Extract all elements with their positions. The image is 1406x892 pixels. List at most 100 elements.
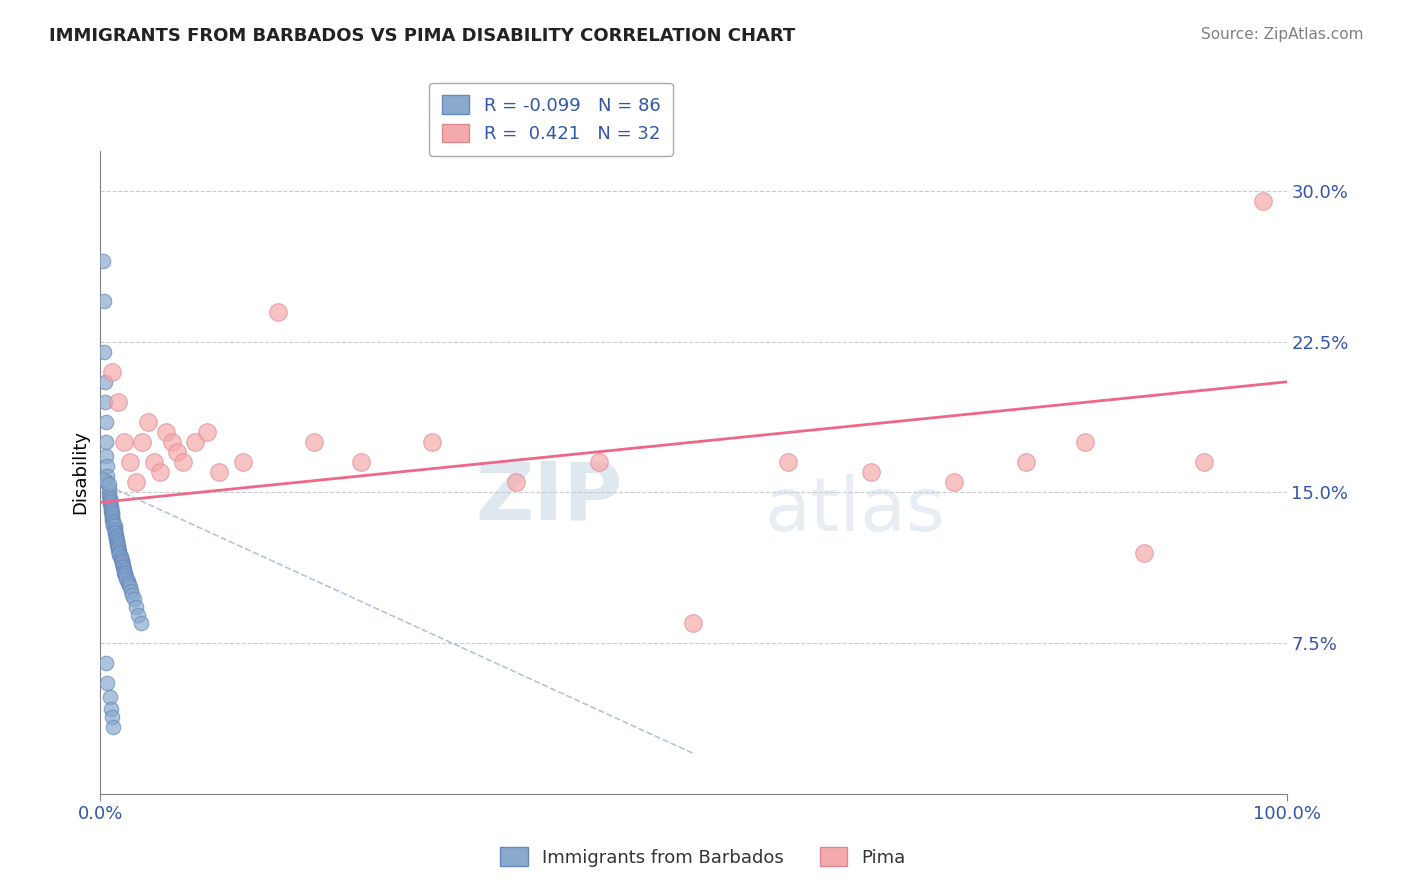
Point xyxy=(101,508,124,522)
Point xyxy=(112,435,135,450)
Point xyxy=(107,541,129,556)
Point xyxy=(103,521,125,535)
Point xyxy=(101,505,124,519)
Point xyxy=(121,588,143,602)
Point xyxy=(101,513,124,527)
Point xyxy=(96,475,118,490)
Point xyxy=(94,395,117,409)
Point xyxy=(111,558,134,572)
Point xyxy=(96,459,118,474)
Point xyxy=(103,720,125,734)
Point xyxy=(104,532,127,546)
Point xyxy=(93,294,115,309)
Point xyxy=(117,574,139,588)
Point xyxy=(112,562,135,576)
Point xyxy=(110,549,132,564)
Point xyxy=(98,491,121,506)
Point xyxy=(103,525,125,540)
Point xyxy=(111,556,134,570)
Point xyxy=(115,572,138,586)
Point xyxy=(98,690,121,705)
Point xyxy=(1074,435,1097,450)
Point xyxy=(93,473,115,487)
Point xyxy=(100,500,122,514)
Point xyxy=(96,656,118,670)
Point xyxy=(125,599,148,614)
Text: atlas: atlas xyxy=(765,475,946,548)
Point xyxy=(101,511,124,525)
Point xyxy=(96,415,118,429)
Point xyxy=(136,415,159,429)
Point xyxy=(91,254,114,268)
Point xyxy=(108,548,131,562)
Point xyxy=(100,501,122,516)
Point xyxy=(125,475,148,490)
Point xyxy=(1014,455,1036,469)
Point xyxy=(111,559,134,574)
Point xyxy=(98,495,121,509)
Point xyxy=(115,570,138,584)
Point xyxy=(104,529,127,543)
Point xyxy=(104,529,127,543)
Text: ZIP: ZIP xyxy=(475,459,623,537)
Point xyxy=(120,583,142,598)
Point xyxy=(101,509,124,524)
Point xyxy=(778,455,800,469)
Point xyxy=(97,477,120,491)
Point xyxy=(100,702,122,716)
Point xyxy=(104,527,127,541)
Point xyxy=(118,580,141,594)
Point xyxy=(166,445,188,459)
Point xyxy=(101,710,124,724)
Point xyxy=(105,533,128,548)
Point xyxy=(114,566,136,580)
Point xyxy=(208,465,231,479)
Point xyxy=(108,543,131,558)
Point xyxy=(127,607,149,622)
Point xyxy=(131,435,153,450)
Point xyxy=(100,503,122,517)
Point xyxy=(110,551,132,566)
Point xyxy=(232,455,254,469)
Point xyxy=(1192,455,1215,469)
Point xyxy=(112,564,135,578)
Point xyxy=(108,546,131,560)
Point xyxy=(422,435,444,450)
Point xyxy=(142,455,165,469)
Point xyxy=(114,567,136,582)
Point xyxy=(103,519,125,533)
Point xyxy=(103,516,125,530)
Point xyxy=(96,435,118,450)
Point xyxy=(350,455,373,469)
Point xyxy=(943,475,966,490)
Point xyxy=(112,566,135,580)
Point xyxy=(103,519,125,533)
Point xyxy=(1133,546,1156,560)
Point xyxy=(98,497,121,511)
Point xyxy=(96,449,118,463)
Point xyxy=(107,395,129,409)
Point xyxy=(149,465,172,479)
Point xyxy=(129,615,152,630)
Point xyxy=(97,489,120,503)
Point xyxy=(105,538,128,552)
Point xyxy=(117,575,139,590)
Point xyxy=(172,455,194,469)
Point xyxy=(100,505,122,519)
Point xyxy=(111,559,134,574)
Point xyxy=(96,469,118,483)
Point xyxy=(107,541,129,556)
Point xyxy=(860,465,883,479)
Point xyxy=(94,375,117,389)
Point xyxy=(103,525,125,540)
Point xyxy=(98,493,121,508)
Point xyxy=(122,591,145,606)
Point xyxy=(155,425,177,439)
Text: IMMIGRANTS FROM BARBADOS VS PIMA DISABILITY CORRELATION CHART: IMMIGRANTS FROM BARBADOS VS PIMA DISABIL… xyxy=(49,27,796,45)
Point xyxy=(267,304,290,318)
Y-axis label: Disability: Disability xyxy=(72,430,89,515)
Point xyxy=(105,533,128,548)
Point xyxy=(302,435,325,450)
Point xyxy=(184,435,207,450)
Point xyxy=(96,676,118,690)
